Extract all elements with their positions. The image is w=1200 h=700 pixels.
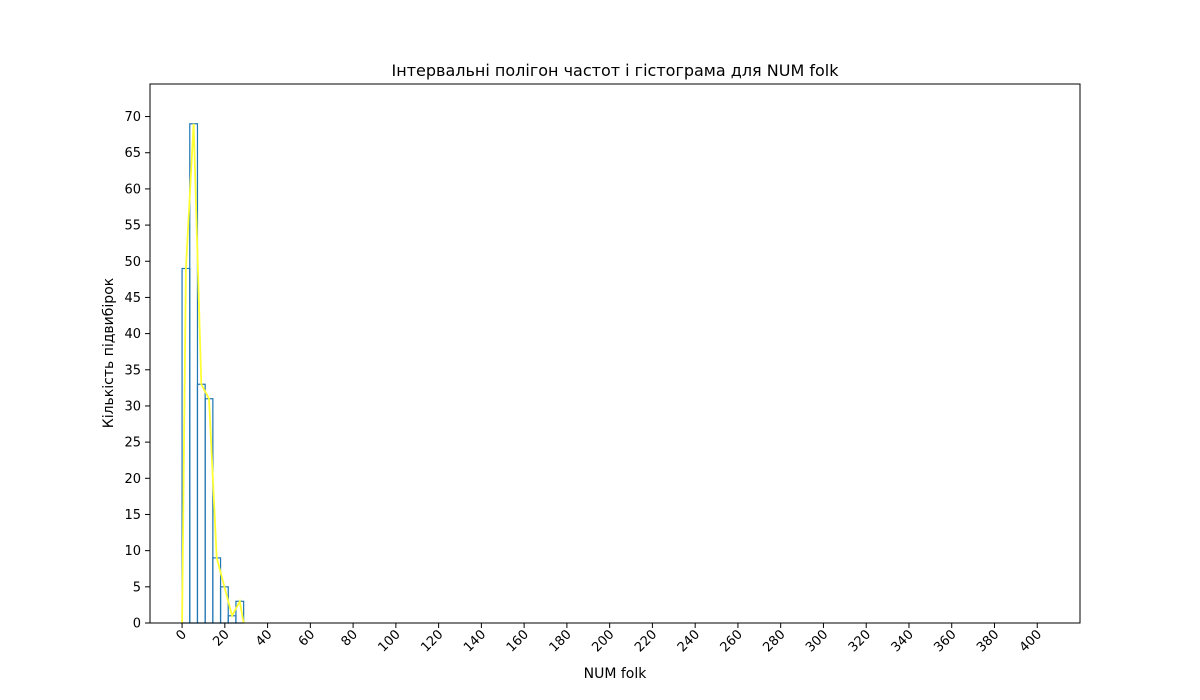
y-axis-ticks: 0 5 10 15 20 25 30 35 40 45 50 55 60 65 70 xyxy=(124,110,150,632)
x-tick-label: 300 xyxy=(803,627,831,655)
x-tick-label: 0 xyxy=(173,627,189,643)
plot-frame xyxy=(149,83,1081,624)
y-axis-label: Кількість підвибірок xyxy=(101,278,117,428)
x-tick-label: 340 xyxy=(889,627,917,655)
y-tick-label: 60 xyxy=(124,182,141,197)
x-tick-label: 360 xyxy=(931,627,959,655)
x-tick-label: 60 xyxy=(296,627,318,649)
y-tick-label: 40 xyxy=(124,327,141,342)
x-tick-label: 100 xyxy=(376,627,404,655)
y-tick-label: 15 xyxy=(124,508,141,523)
x-tick-label: 220 xyxy=(632,627,660,655)
x-tick-label: 320 xyxy=(846,627,874,655)
x-tick-label: 260 xyxy=(718,627,746,655)
chart-title: Інтервальні полігон частот і гістограма … xyxy=(392,61,840,80)
y-tick-label: 10 xyxy=(124,544,141,559)
y-tick-label: 70 xyxy=(124,110,141,125)
x-tick-label: 180 xyxy=(547,627,575,655)
x-tick-label: 400 xyxy=(1017,627,1045,655)
x-tick-label: 240 xyxy=(675,627,703,655)
plot-background xyxy=(150,84,1080,623)
y-tick-label: 20 xyxy=(124,472,141,487)
x-tick-label: 120 xyxy=(418,627,446,655)
y-tick-label: 55 xyxy=(124,219,141,234)
y-tick-label: 0 xyxy=(133,617,141,632)
y-tick-label: 5 xyxy=(133,580,141,595)
frequency-polygon-line xyxy=(181,123,245,624)
x-tick-label: 160 xyxy=(504,627,532,655)
x-axis-label: NUM folk xyxy=(584,666,648,682)
y-tick-label: 50 xyxy=(124,255,141,270)
y-tick-label: 30 xyxy=(124,399,141,414)
x-tick-label: 200 xyxy=(589,627,617,655)
x-tick-label: 140 xyxy=(461,627,489,655)
y-tick-label: 65 xyxy=(124,146,141,161)
x-tick-label: 80 xyxy=(339,627,361,649)
y-tick-label: 45 xyxy=(124,291,141,306)
x-tick-label: 280 xyxy=(760,627,788,655)
y-tick-label: 35 xyxy=(124,363,141,378)
x-axis-ticks: 0 20 40 60 80 100 120 140 160 180 200 220 240 260 280 3… xyxy=(173,623,1045,655)
x-tick-label: 40 xyxy=(253,627,275,649)
x-tick-label: 380 xyxy=(974,627,1002,655)
y-tick-label: 25 xyxy=(124,436,141,451)
x-tick-label: 20 xyxy=(210,627,232,649)
